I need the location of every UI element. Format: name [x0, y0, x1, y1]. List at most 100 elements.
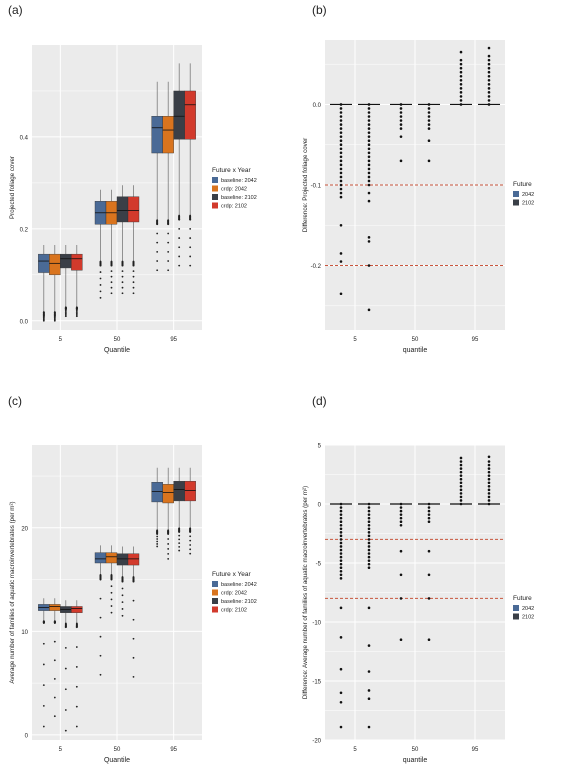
outlier-point: [487, 485, 491, 488]
outlier-point: [339, 159, 343, 163]
outlier-point: [121, 614, 124, 617]
outlier-point: [367, 107, 371, 110]
outlier-point: [64, 311, 67, 313]
outlier-point: [99, 616, 102, 619]
legend-swatch: [212, 598, 218, 604]
outlier-point: [427, 549, 431, 553]
outlier-point: [42, 311, 45, 313]
legend-label: baseline: 2042: [221, 582, 257, 588]
y-tick-label: -10: [312, 621, 321, 627]
outlier-point: [459, 87, 463, 90]
outlier-point: [339, 131, 343, 134]
y-axis-title: Difference: Average number of families o…: [302, 486, 309, 699]
outlier-point: [156, 535, 159, 538]
outlier-point: [339, 179, 343, 183]
legend-swatch: [513, 605, 519, 611]
outlier-point: [367, 159, 371, 163]
outlier-point: [339, 119, 343, 122]
outlier-point: [42, 704, 45, 707]
outlier-point: [156, 219, 159, 222]
outlier-point: [339, 516, 343, 520]
outlier-point: [132, 286, 135, 289]
outlier-point: [459, 62, 463, 66]
outlier-point: [487, 70, 491, 74]
outlier-point: [367, 566, 371, 570]
outlier-point: [459, 460, 463, 463]
outlier-point: [487, 62, 491, 66]
outlier-point: [156, 545, 159, 548]
legend-swatch: [212, 177, 218, 183]
x-tick-label: 5: [59, 337, 63, 343]
outlier-point: [339, 541, 343, 545]
outlier-point: [339, 523, 343, 527]
x-tick-label: 5: [353, 747, 357, 753]
outlier-point: [399, 523, 403, 527]
outlier-point: [121, 576, 124, 578]
y-tick-label: -0.2: [311, 264, 322, 270]
outlier-point: [178, 237, 181, 239]
outlier-point: [178, 549, 181, 552]
outlier-point: [487, 99, 491, 102]
outlier-point: [367, 179, 371, 183]
legend-title: Future: [513, 181, 532, 188]
outlier-point: [339, 577, 343, 580]
outlier-point: [339, 187, 343, 191]
outlier-point: [399, 159, 403, 163]
outlier-point: [367, 516, 371, 520]
outlier-point: [339, 139, 343, 142]
legend-label: crdp: 2042: [221, 591, 247, 597]
outlier-point: [367, 151, 371, 155]
outlier-point: [367, 520, 371, 523]
outlier-point: [487, 474, 491, 477]
outlier-point: [339, 127, 343, 130]
outlier-point: [110, 591, 113, 594]
outlier-point: [367, 191, 371, 195]
outlier-point: [487, 481, 491, 485]
outlier-point: [156, 529, 159, 532]
outlier-point: [110, 585, 113, 588]
outlier-point: [487, 455, 491, 459]
outlier-point: [42, 663, 45, 666]
outlier-point: [459, 488, 463, 492]
y-tick-label: 10: [21, 630, 28, 636]
outlier-point: [367, 175, 371, 179]
outlier-point: [427, 520, 431, 523]
x-axis-title: quantile: [403, 347, 428, 354]
outlier-point: [367, 689, 371, 692]
outlier-point: [367, 115, 371, 118]
outlier-point: [156, 241, 159, 244]
outlier-point: [339, 606, 343, 610]
outlier-point: [367, 725, 371, 729]
outlier-point: [156, 260, 159, 262]
outlier-point: [367, 127, 371, 130]
outlier-point: [367, 534, 371, 538]
outlier-point: [399, 127, 403, 130]
outlier-point: [75, 312, 78, 315]
outlier-point: [178, 542, 181, 545]
outlier-point: [132, 675, 135, 678]
outlier-point: [367, 236, 371, 239]
outlier-point: [487, 460, 491, 463]
box: [151, 116, 163, 154]
outlier-point: [339, 123, 343, 126]
y-tick-label: -0.1: [311, 184, 322, 190]
outlier-point: [189, 227, 192, 230]
outlier-point: [156, 533, 159, 535]
outlier-point: [64, 315, 67, 318]
outlier-point: [459, 470, 463, 474]
outlier-point: [367, 131, 371, 134]
outlier-point: [339, 175, 343, 179]
outlier-point: [427, 573, 431, 577]
outlier-point: [132, 580, 135, 583]
y-axis-title: Average number of families of aquatic ma…: [9, 501, 16, 683]
legend-label: crdp: 2102: [221, 204, 247, 210]
x-tick-label: 5: [353, 337, 357, 343]
outlier-point: [367, 555, 371, 559]
outlier-point: [367, 139, 371, 142]
outlier-point: [459, 477, 463, 481]
outlier-point: [53, 315, 56, 318]
outlier-point: [487, 91, 491, 94]
outlier-point: [487, 66, 491, 70]
outlier-point: [75, 313, 78, 316]
outlier-point: [167, 548, 170, 550]
